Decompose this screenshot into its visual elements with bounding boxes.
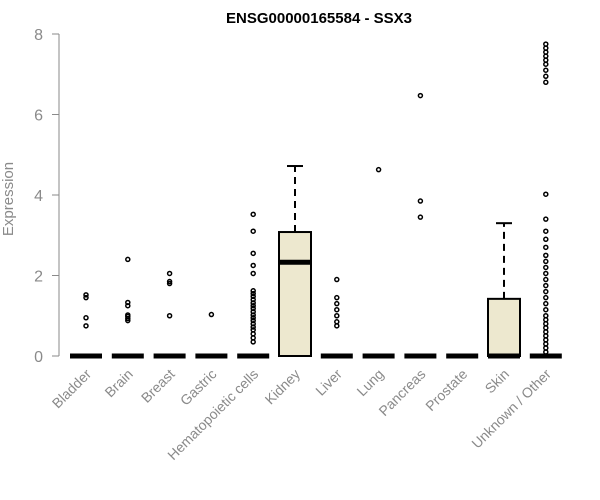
outlier-point: [543, 67, 549, 73]
x-tick-label: Unknown / Other: [468, 366, 554, 452]
outlier-point: [334, 294, 340, 301]
box-kidney: [278, 165, 312, 357]
outlier-point: [125, 302, 131, 309]
outlier-point: [125, 299, 131, 306]
outlier-point: [250, 305, 256, 312]
box-liver: [320, 276, 353, 359]
outlier-point: [543, 276, 549, 283]
plot-area: [70, 41, 562, 359]
outlier-point: [543, 252, 549, 259]
outlier-point: [250, 315, 256, 321]
outlier-point: [543, 73, 549, 80]
box-bladder: [70, 292, 102, 359]
box-hematopoietic-cells: [237, 211, 270, 359]
outlier-point: [250, 317, 256, 324]
outlier-point: [250, 327, 256, 333]
outlier-point: [125, 256, 131, 263]
y-tick-label: 6: [34, 108, 43, 125]
box-gastric: [195, 311, 228, 359]
x-tick-label: Prostate: [422, 366, 470, 414]
outlier-point: [543, 288, 549, 295]
outlier-point: [250, 321, 256, 327]
outlier-point: [334, 300, 340, 307]
box-breast: [153, 270, 186, 359]
box-iqr: [487, 297, 521, 357]
x-tick-label: Liver: [312, 366, 345, 399]
outlier-point: [543, 282, 549, 289]
outlier-point: [250, 324, 256, 330]
x-tick-label: Lung: [353, 366, 386, 399]
outlier-point: [543, 270, 549, 277]
outlier-point: [543, 191, 549, 197]
outlier-point: [125, 312, 131, 318]
outlier-point: [250, 302, 256, 309]
outlier-point: [543, 216, 549, 222]
outlier-point: [543, 236, 549, 243]
box-unknown-other: [529, 41, 562, 359]
outlier-point: [250, 262, 256, 269]
x-tick-label: Kidney: [262, 366, 304, 408]
outlier-point: [250, 290, 256, 297]
y-tick-label: 8: [34, 27, 43, 44]
outlier-point: [250, 228, 256, 234]
outlier-point: [375, 166, 382, 173]
outlier-point: [250, 288, 256, 294]
x-tick-label: Breast: [138, 366, 178, 406]
y-ticks: 0 2 4 6 8: [34, 27, 59, 366]
box-brain: [111, 256, 144, 359]
outlier-point: [334, 319, 340, 325]
outlier-point: [417, 198, 424, 204]
x-tick-label: Skin: [482, 366, 513, 397]
outlier-point: [83, 315, 89, 321]
outlier-point: [334, 276, 340, 283]
outlier-point: [543, 228, 549, 234]
x-tick-label: Brain: [101, 366, 135, 400]
outlier-point: [334, 306, 340, 313]
outlier-point: [250, 300, 256, 306]
outlier-point: [543, 294, 549, 301]
y-tick-label: 4: [34, 188, 43, 205]
box-pancreas: [404, 92, 437, 359]
outlier-point: [250, 270, 256, 277]
outlier-point: [250, 250, 256, 257]
outlier-point: [250, 293, 256, 300]
y-axis-label: Expression: [0, 162, 17, 236]
outlier-point: [334, 313, 340, 319]
outlier-point: [250, 296, 256, 303]
outlier-point: [166, 280, 173, 287]
outlier-point: [208, 311, 215, 318]
outlier-point: [83, 294, 89, 301]
outlier-point: [543, 313, 549, 319]
box-lung: [362, 166, 395, 359]
outlier-point: [543, 79, 549, 86]
outlier-point: [166, 270, 173, 277]
outlier-point: [543, 264, 549, 271]
outlier-point: [543, 41, 549, 47]
outlier-point: [250, 211, 256, 218]
outlier-point: [543, 258, 549, 265]
box-iqr: [278, 231, 312, 357]
outlier-point: [250, 312, 256, 318]
outlier-point: [417, 214, 424, 220]
outlier-point: [543, 300, 549, 307]
y-tick-label: 0: [34, 349, 43, 366]
outlier-point: [166, 278, 173, 285]
outlier-point: [83, 323, 89, 329]
outlier-point: [543, 306, 549, 313]
outlier-point: [250, 308, 256, 315]
outlier-point: [83, 292, 89, 298]
y-tick-label: 2: [34, 269, 43, 286]
x-tick-label: Bladder: [49, 366, 95, 412]
outlier-point: [166, 313, 173, 319]
chart-title: ENSG00000165584 - SSX3: [226, 10, 412, 27]
box-skin: [487, 222, 521, 359]
outlier-point: [417, 92, 424, 99]
outlier-point: [543, 244, 549, 251]
